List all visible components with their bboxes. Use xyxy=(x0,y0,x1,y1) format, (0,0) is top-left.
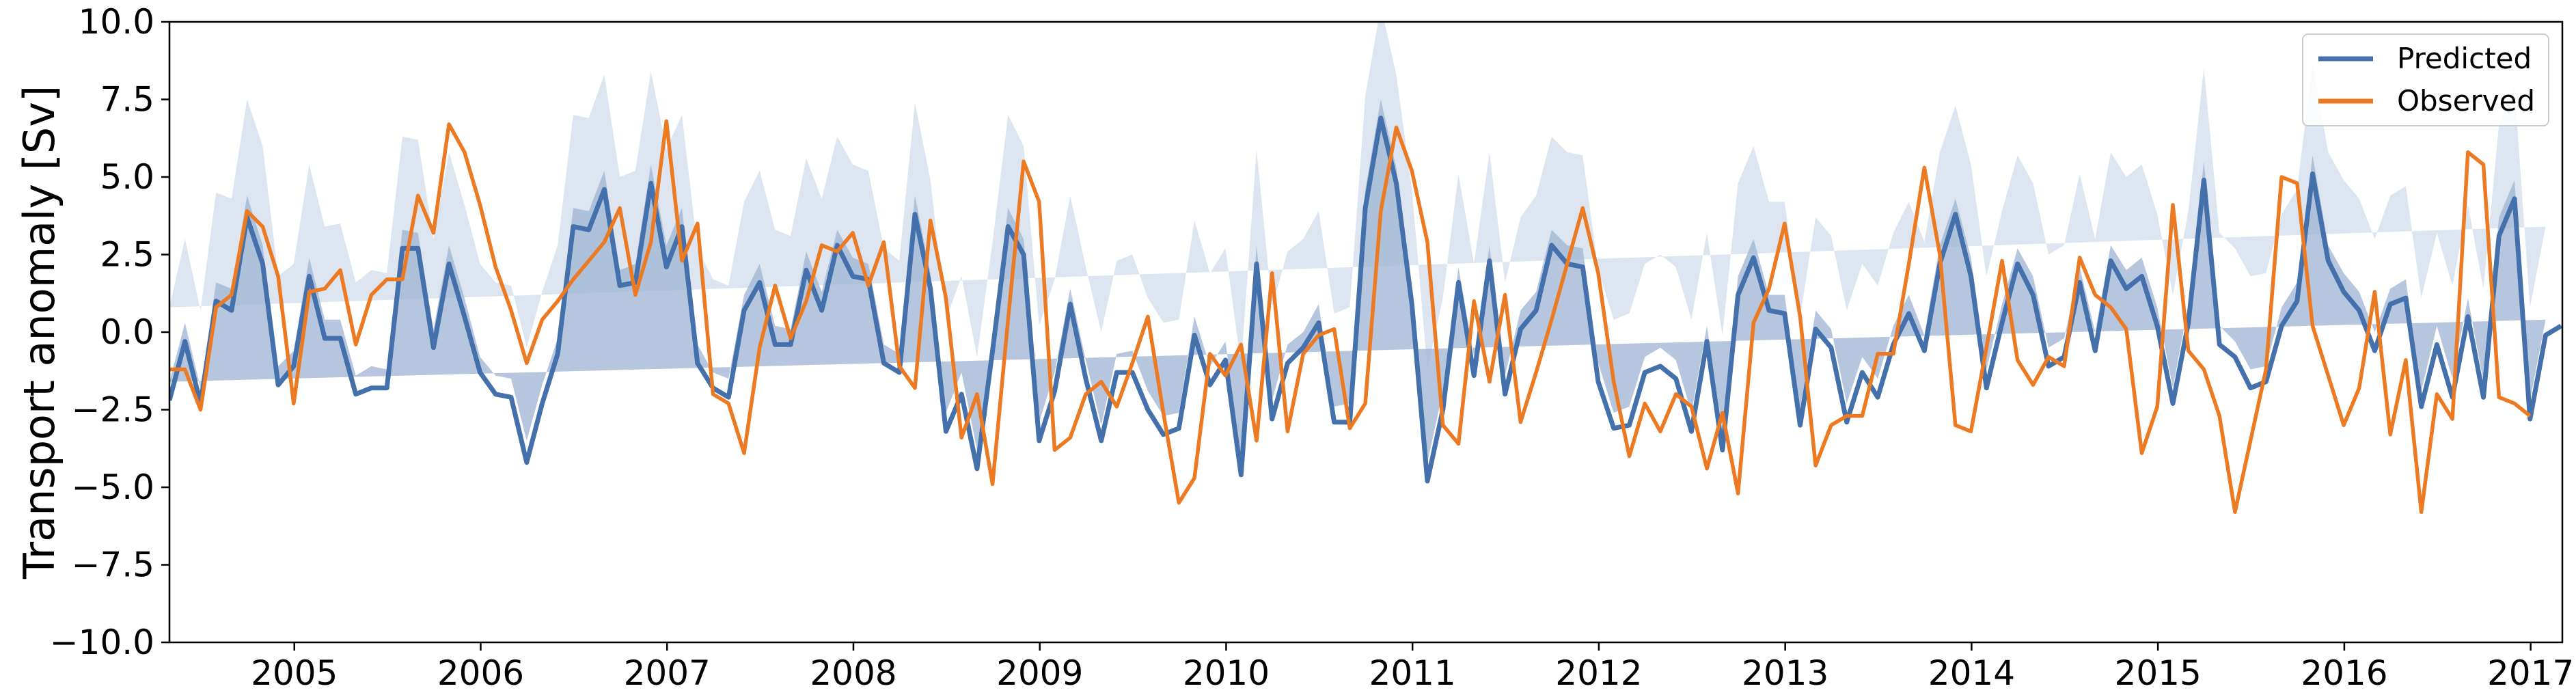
y-tick-label: 2.5 xyxy=(100,235,154,275)
x-tick-label: 2015 xyxy=(2115,653,2202,693)
x-axis: 2005 2006 2007 2008 2009 2010 2011 2012 2013 2014… xyxy=(251,642,2574,693)
x-tick-label: 2016 xyxy=(2301,653,2387,693)
x-tick-label: 2006 xyxy=(437,653,524,693)
x-tick-label: 2014 xyxy=(1928,653,2015,693)
y-tick-label: 7.5 xyxy=(100,80,154,120)
x-tick-label: 2010 xyxy=(1183,653,1270,693)
x-tick-label: 2008 xyxy=(810,653,896,693)
y-axis: −10.0 −7.5 −5.0 −2.5 0.0 2.5 5.0 7.5 10.0 xyxy=(50,2,169,662)
legend-label-observed: Observed xyxy=(2397,84,2535,118)
band-inner xyxy=(169,100,2546,463)
y-tick-label: −10.0 xyxy=(50,623,154,662)
x-tick-label: 2009 xyxy=(996,653,1083,693)
x-tick-label: 2017 xyxy=(2487,653,2574,693)
x-tick-label: 2013 xyxy=(1742,653,1828,693)
y-axis-title: Transport anomaly [Sv] xyxy=(14,85,64,580)
y-tick-label: 5.0 xyxy=(100,157,154,197)
legend-label-predicted: Predicted xyxy=(2397,42,2532,75)
y-tick-label: −5.0 xyxy=(72,467,154,507)
y-tick-label: −7.5 xyxy=(72,545,154,585)
y-tick-label: −2.5 xyxy=(72,390,154,430)
uncertainty-bands xyxy=(169,6,2546,462)
x-tick-label: 2011 xyxy=(1369,653,1456,693)
x-tick-label: 2007 xyxy=(624,653,711,693)
legend: Predicted Observed xyxy=(2303,34,2549,126)
y-tick-label: 10.0 xyxy=(79,2,154,42)
x-tick-label: 2012 xyxy=(1555,653,1642,693)
y-tick-label: 0.0 xyxy=(100,312,154,352)
x-tick-label: 2005 xyxy=(251,653,338,693)
